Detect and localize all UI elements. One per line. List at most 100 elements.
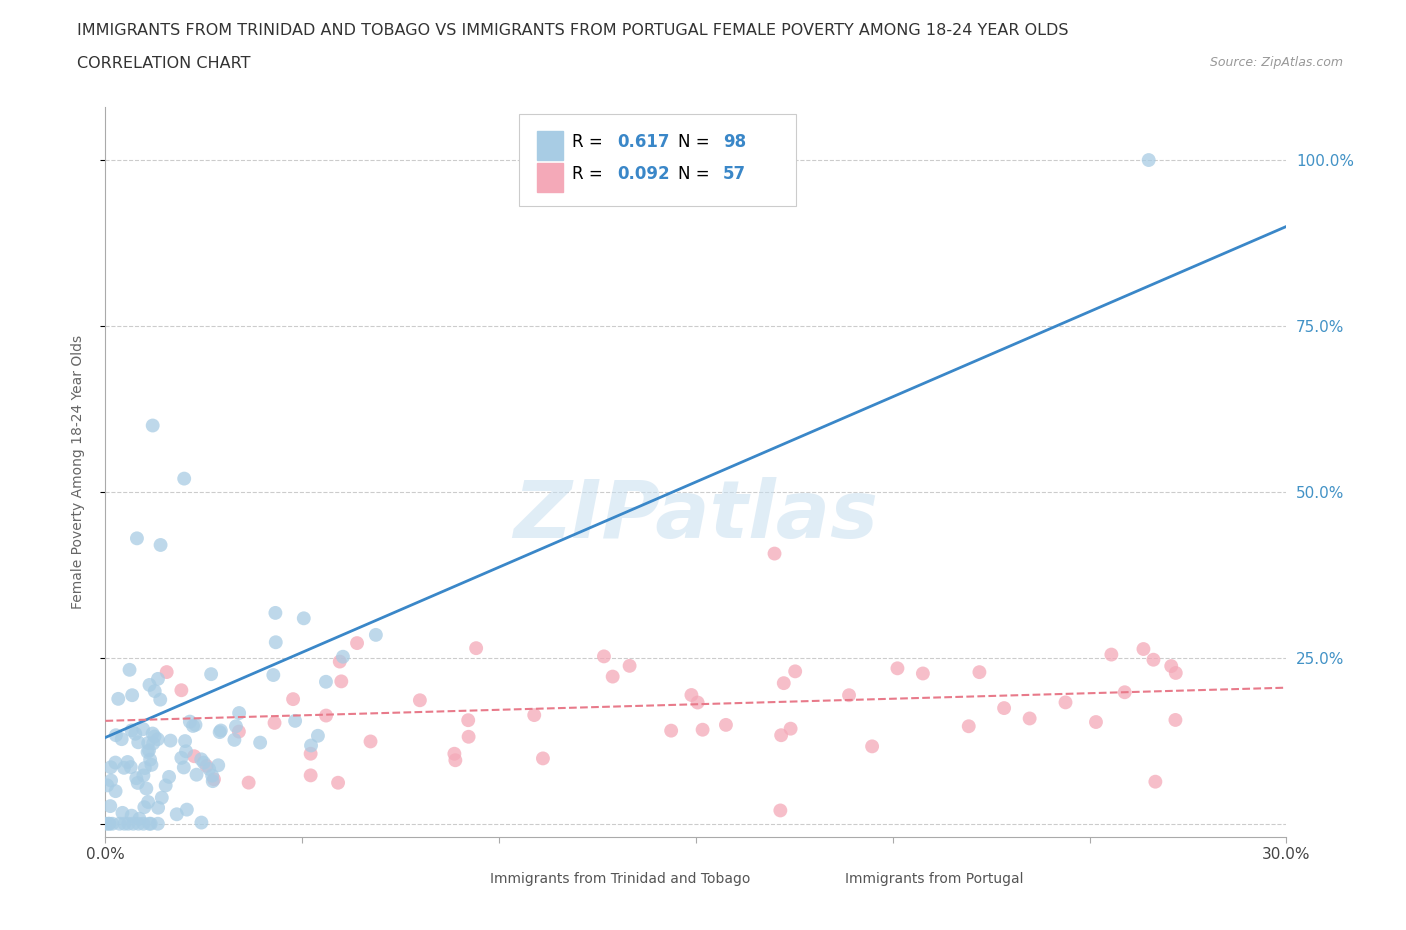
Point [457, 712, 479, 727]
Point [150, 790, 173, 805]
Point [763, 546, 786, 561]
Point [111, 732, 134, 747]
Point [179, 714, 201, 729]
Point [332, 649, 354, 664]
Point [132, 768, 155, 783]
Point [181, 719, 204, 734]
Point [770, 728, 793, 743]
Point [299, 768, 322, 783]
Point [1164, 666, 1187, 681]
Point [155, 778, 177, 793]
Text: R =: R = [572, 166, 607, 183]
Point [838, 688, 860, 703]
Point [207, 758, 229, 773]
Point [993, 700, 1015, 715]
Point [1137, 153, 1160, 167]
Point [174, 744, 197, 759]
Point [779, 722, 801, 737]
Point [149, 538, 172, 552]
Point [124, 726, 146, 741]
Point [96, 777, 118, 792]
Point [224, 733, 246, 748]
Text: IMMIGRANTS FROM TRINIDAD AND TOBAGO VS IMMIGRANTS FROM PORTUGAL FEMALE POVERTY A: IMMIGRANTS FROM TRINIDAD AND TOBAGO VS I… [77, 23, 1069, 38]
Point [193, 755, 215, 770]
Point [143, 684, 166, 698]
Point [104, 755, 127, 770]
Point [200, 667, 222, 682]
Point [101, 817, 124, 831]
Point [911, 666, 934, 681]
Point [122, 817, 145, 831]
Point [1160, 658, 1182, 673]
Point [1142, 652, 1164, 667]
Point [107, 691, 129, 706]
Point [97, 817, 120, 831]
Point [173, 760, 195, 775]
Point [132, 817, 155, 831]
Point [127, 735, 149, 750]
Point [1084, 714, 1107, 729]
Point [117, 817, 139, 831]
Point [785, 664, 807, 679]
Point [136, 745, 159, 760]
Point [201, 774, 224, 789]
Point [465, 641, 488, 656]
Point [111, 805, 134, 820]
Point [132, 722, 155, 737]
Point [166, 807, 188, 822]
Point [208, 724, 231, 739]
Point [201, 768, 224, 783]
Point [142, 726, 165, 741]
Point [284, 713, 307, 728]
Text: N =: N = [678, 166, 716, 183]
Point [686, 695, 709, 710]
Bar [460, 869, 485, 890]
Point [149, 692, 172, 707]
Point [183, 749, 205, 764]
Point [195, 759, 218, 774]
Text: R =: R = [572, 133, 607, 151]
Point [198, 762, 221, 777]
Point [772, 676, 794, 691]
Point [173, 472, 195, 486]
Point [135, 781, 157, 796]
Text: CORRELATION CHART: CORRELATION CHART [77, 56, 250, 71]
Point [346, 635, 368, 650]
Point [146, 801, 169, 816]
Point [262, 668, 284, 683]
Point [238, 776, 260, 790]
Point [136, 794, 159, 809]
Point [593, 649, 616, 664]
Point [100, 760, 122, 775]
Point [1132, 642, 1154, 657]
Point [330, 674, 353, 689]
Text: ZIPatlas: ZIPatlas [513, 477, 879, 555]
Point [125, 771, 148, 786]
Point [957, 719, 980, 734]
Point [326, 776, 349, 790]
Point [94, 817, 117, 831]
Point [228, 724, 250, 739]
Point [176, 803, 198, 817]
Point [364, 628, 387, 643]
Point [329, 654, 352, 669]
Point [142, 736, 165, 751]
Text: 0.092: 0.092 [617, 166, 669, 183]
Point [156, 665, 179, 680]
Point [134, 800, 156, 815]
Point [360, 734, 382, 749]
Point [263, 715, 285, 730]
Point [681, 687, 703, 702]
Point [692, 723, 714, 737]
Point [121, 723, 143, 737]
Point [184, 717, 207, 732]
Point [281, 692, 304, 707]
Point [159, 733, 181, 748]
Point [190, 751, 212, 766]
Point [146, 817, 169, 831]
Point [619, 658, 641, 673]
Point [1099, 647, 1122, 662]
Point [125, 531, 148, 546]
Point [228, 706, 250, 721]
Point [114, 817, 136, 831]
